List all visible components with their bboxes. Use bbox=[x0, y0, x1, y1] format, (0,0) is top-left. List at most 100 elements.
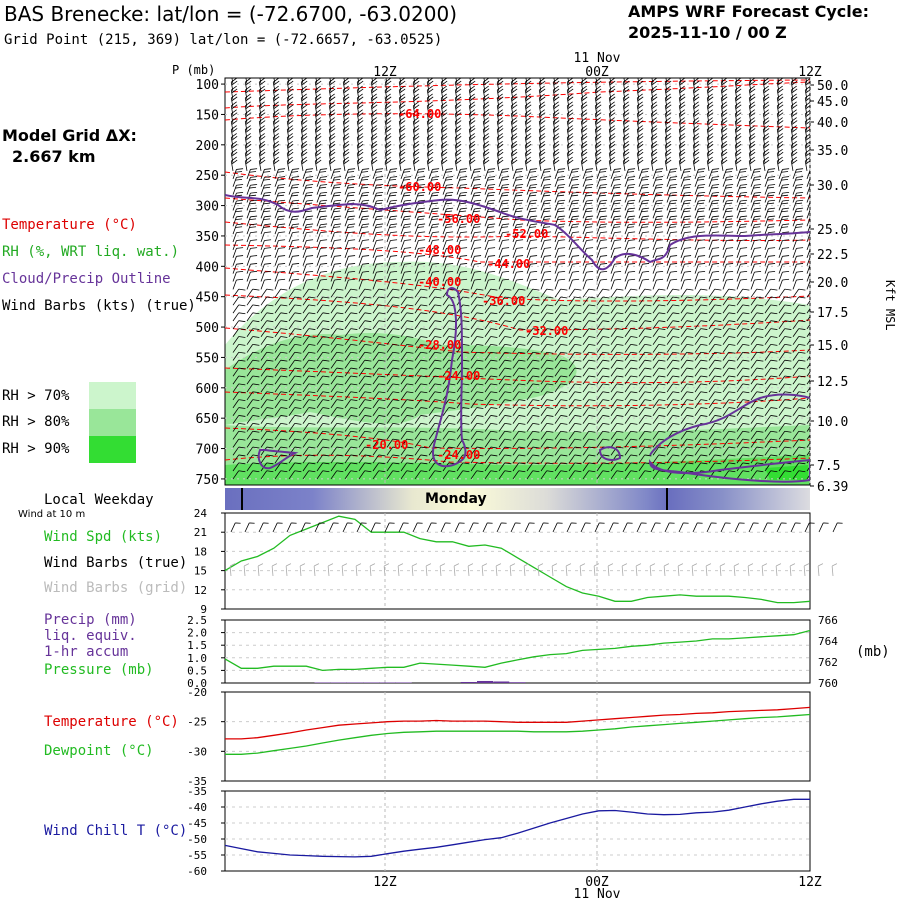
wind-barb bbox=[806, 185, 810, 195]
wind-barb bbox=[302, 304, 316, 314]
wind-barb bbox=[750, 446, 764, 456]
wind-barb bbox=[370, 78, 378, 93]
wind-barb bbox=[328, 125, 336, 140]
wind-barb bbox=[596, 454, 610, 464]
wind-barb bbox=[652, 168, 664, 179]
wind-barb bbox=[638, 278, 650, 290]
wind-barb bbox=[288, 207, 300, 219]
wind-barb bbox=[400, 336, 414, 345]
wind-barb bbox=[610, 415, 624, 424]
wind-barb bbox=[330, 263, 342, 274]
wind-barb bbox=[386, 351, 400, 361]
wind-barb bbox=[470, 320, 484, 330]
wind-barb bbox=[750, 270, 762, 282]
wind-barb bbox=[412, 148, 420, 164]
wind-barb bbox=[496, 109, 504, 124]
wind-barb bbox=[330, 239, 342, 251]
wind-barb bbox=[498, 207, 510, 219]
wind-barb bbox=[666, 438, 680, 448]
height-tick-label: 6.39 bbox=[817, 480, 848, 495]
wind-barb bbox=[680, 247, 692, 258]
wind-chill-panel bbox=[224, 790, 811, 872]
wind-barb bbox=[750, 383, 764, 393]
wind-barb bbox=[302, 296, 316, 306]
wind-barb bbox=[540, 247, 552, 258]
wind-barb bbox=[372, 438, 386, 448]
wind-barb bbox=[510, 101, 518, 116]
wind-barb bbox=[624, 336, 638, 345]
wind-barb bbox=[694, 422, 708, 432]
wind-barb bbox=[330, 399, 344, 409]
wind-barb bbox=[596, 288, 610, 298]
wind-barb bbox=[482, 117, 490, 132]
wind-barb bbox=[524, 156, 532, 172]
wind-barb bbox=[398, 125, 406, 140]
wind-barb bbox=[260, 239, 272, 251]
wind-barb bbox=[750, 278, 762, 290]
wind-barb bbox=[666, 399, 680, 409]
wind-barb bbox=[274, 288, 288, 298]
wind-barb bbox=[426, 93, 434, 108]
height-tick-label: 22.5 bbox=[817, 248, 848, 263]
wind-barb bbox=[358, 391, 372, 401]
wind-barb bbox=[386, 375, 400, 385]
wind-barb bbox=[386, 278, 398, 290]
wind-barb bbox=[610, 207, 622, 219]
legend-rh80-swatch bbox=[89, 409, 136, 436]
wind-barb bbox=[692, 148, 700, 164]
wind-barb bbox=[694, 255, 706, 266]
wind-barb bbox=[372, 320, 386, 330]
wind-barb bbox=[806, 431, 810, 440]
wind-barb bbox=[412, 117, 420, 132]
wind-barb bbox=[456, 462, 470, 472]
wind-barb bbox=[748, 140, 756, 156]
y-tick-label: -25 bbox=[187, 716, 207, 729]
wind-barb bbox=[356, 109, 364, 124]
wind-barb bbox=[568, 312, 582, 322]
wind-barb bbox=[526, 296, 540, 306]
wind-barb bbox=[230, 133, 238, 148]
wind-barb bbox=[764, 278, 776, 290]
wind-barb bbox=[484, 304, 498, 314]
wind-barb bbox=[568, 278, 580, 290]
wind-barb bbox=[580, 101, 588, 116]
wind-barb bbox=[386, 446, 400, 456]
wind-barb bbox=[554, 391, 568, 401]
wind-barb bbox=[624, 312, 638, 322]
wind-barb bbox=[510, 148, 518, 164]
wind-barb bbox=[484, 312, 498, 322]
wind-barb bbox=[694, 446, 708, 456]
wind-barb bbox=[680, 438, 694, 448]
wind-barb bbox=[314, 93, 322, 108]
wind-barb bbox=[552, 85, 560, 100]
wind-barb bbox=[314, 101, 322, 116]
wind-barb bbox=[736, 304, 750, 314]
wind-barb bbox=[258, 93, 266, 108]
wind-barb bbox=[454, 148, 462, 164]
wind-barb bbox=[806, 470, 810, 480]
wind-barb bbox=[554, 168, 566, 179]
wind-barb bbox=[806, 399, 810, 409]
wind-barb bbox=[790, 109, 798, 124]
wind-barb bbox=[610, 454, 624, 464]
wind-barb bbox=[456, 336, 470, 345]
wind-barb bbox=[526, 247, 538, 258]
wind-barb bbox=[680, 343, 694, 353]
wind-barb bbox=[750, 247, 762, 258]
wind-barb bbox=[764, 270, 776, 282]
wind-barb bbox=[272, 85, 280, 100]
wind-barb bbox=[540, 422, 554, 432]
wind-barb bbox=[568, 391, 582, 401]
wind-barb bbox=[498, 391, 512, 401]
wind-barb bbox=[638, 239, 650, 251]
wind-barb bbox=[286, 93, 294, 108]
wind-barb bbox=[386, 320, 400, 330]
wind-barb bbox=[512, 223, 524, 235]
wind-barb bbox=[232, 191, 244, 203]
wind-barb bbox=[790, 93, 798, 108]
wind-barb bbox=[540, 343, 554, 353]
wind-barb bbox=[344, 304, 358, 314]
wind-barb bbox=[498, 255, 510, 266]
wind-barb bbox=[386, 383, 400, 393]
wind-barb bbox=[428, 438, 442, 448]
